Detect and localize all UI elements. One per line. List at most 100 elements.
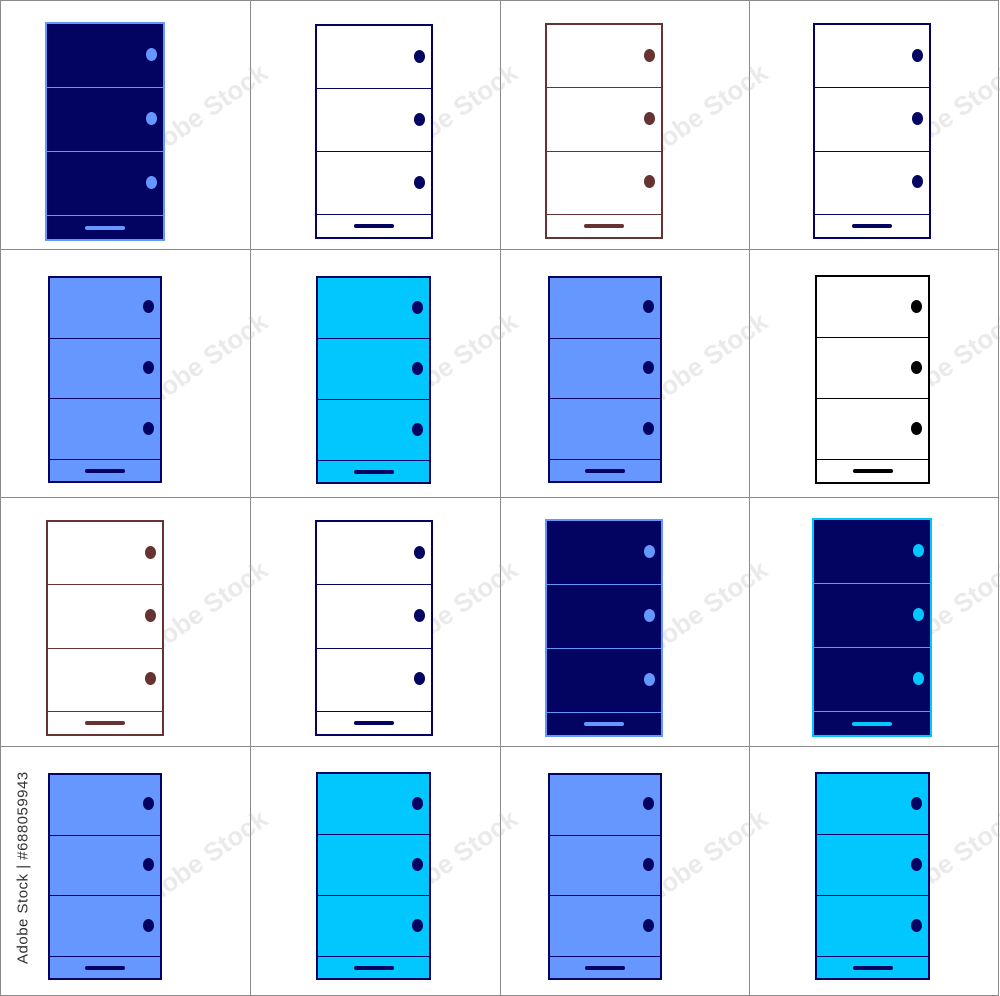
cabinet-drawer: [814, 520, 930, 584]
drawer-knob-icon: [414, 545, 425, 559]
cabinet-drawer: [48, 522, 162, 586]
base-handle-icon: [585, 468, 625, 473]
base-handle-icon: [85, 225, 125, 230]
cabinet-drawer: [50, 278, 160, 339]
cabinet-drawer: [814, 648, 930, 712]
cabinet-drawer: [47, 88, 163, 152]
cabinet-icon: [812, 518, 932, 737]
cabinet-icon: [548, 773, 662, 980]
drawer-knob-icon: [643, 918, 654, 932]
drawer-knob-icon: [644, 609, 655, 622]
cabinet-drawer: [550, 278, 660, 339]
grid-cell: [500, 0, 750, 250]
drawer-knob-icon: [912, 112, 923, 125]
drawer-knob-icon: [643, 300, 654, 314]
base-handle-icon: [852, 965, 893, 970]
cabinet-drawer: [48, 585, 162, 649]
drawer-knob-icon: [913, 608, 924, 621]
base-handle-icon: [852, 224, 892, 228]
cabinet-drawer: [317, 649, 431, 712]
grid-cell: [0, 0, 251, 250]
drawer-knob-icon: [913, 672, 924, 685]
grid-cell: [500, 497, 750, 747]
drawer-knob-icon: [414, 609, 425, 622]
cabinet-drawer: [547, 88, 661, 152]
cabinet-icon: [545, 519, 663, 737]
base-handle-icon: [353, 965, 394, 970]
drawer-knob-icon: [412, 796, 423, 810]
cabinet-drawer: [817, 774, 928, 835]
cabinet-icon: [45, 22, 165, 241]
drawer-knob-icon: [911, 857, 922, 871]
grid-cell: [250, 497, 501, 747]
grid-cell: [0, 249, 251, 498]
drawer-knob-icon: [145, 609, 156, 622]
cabinet-drawer: [817, 835, 928, 896]
cabinet-drawer: [317, 89, 431, 152]
grid-cell: [750, 0, 999, 250]
cabinet-drawer: [48, 649, 162, 712]
cabinet-icon: [815, 772, 930, 980]
drawer-knob-icon: [143, 858, 154, 871]
cabinet-drawer: [547, 25, 661, 89]
drawer-knob-icon: [911, 360, 922, 374]
cabinet-icon: [316, 276, 431, 484]
grid-cell: [250, 0, 501, 250]
stock-id-label: Adobe Stock | #688059943: [14, 771, 32, 965]
drawer-knob-icon: [644, 175, 655, 189]
drawer-knob-icon: [143, 918, 154, 932]
base-handle-icon: [584, 722, 624, 726]
drawer-knob-icon: [412, 918, 423, 932]
cabinet-drawer: [50, 836, 160, 897]
cabinet-icon: [813, 23, 931, 239]
cabinet-drawer: [318, 774, 429, 835]
drawer-knob-icon: [414, 175, 425, 189]
drawer-knob-icon: [412, 361, 423, 375]
drawer-knob-icon: [143, 361, 154, 374]
drawer-knob-icon: [911, 918, 922, 932]
grid-cell: [250, 249, 501, 498]
cabinet-drawer: [547, 521, 661, 585]
base-handle-icon: [85, 965, 125, 970]
drawer-knob-icon: [643, 361, 654, 374]
drawer-knob-icon: [911, 299, 922, 313]
grid-cell: [0, 497, 251, 747]
cabinet-icon: [548, 276, 662, 483]
base-handle-icon: [354, 721, 394, 725]
drawer-knob-icon: [143, 797, 154, 811]
grid-cell: [750, 249, 999, 498]
drawer-knob-icon: [913, 544, 924, 557]
drawer-knob-icon: [643, 797, 654, 811]
drawer-knob-icon: [146, 48, 157, 61]
cabinet-drawer: [815, 152, 929, 215]
drawer-knob-icon: [412, 857, 423, 871]
cabinet-drawer: [550, 896, 660, 957]
drawer-knob-icon: [912, 48, 923, 62]
cabinet-drawer: [550, 399, 660, 460]
cabinet-icon: [48, 773, 162, 980]
cabinet-drawer: [817, 896, 928, 957]
drawer-knob-icon: [143, 421, 154, 435]
base-handle-icon: [354, 224, 394, 228]
drawer-knob-icon: [412, 300, 423, 314]
drawer-knob-icon: [145, 672, 156, 686]
drawer-knob-icon: [414, 49, 425, 63]
cabinet-drawer: [550, 339, 660, 400]
cabinet-drawer: [817, 338, 928, 399]
cabinet-icon: [46, 520, 164, 736]
cabinet-drawer: [318, 278, 429, 339]
drawer-knob-icon: [145, 545, 156, 559]
cabinet-drawer: [547, 585, 661, 649]
base-handle-icon: [852, 721, 892, 726]
cabinet-drawer: [817, 277, 928, 338]
drawer-knob-icon: [911, 796, 922, 810]
drawer-knob-icon: [644, 112, 655, 125]
drawer-knob-icon: [643, 858, 654, 871]
cabinet-drawer: [318, 835, 429, 896]
cabinet-drawer: [318, 400, 429, 461]
cabinet-drawer: [815, 88, 929, 152]
cabinet-drawer: [550, 775, 660, 836]
cabinet-drawer: [547, 649, 661, 713]
cabinet-icon: [316, 772, 431, 980]
cabinet-icon: [315, 520, 433, 736]
